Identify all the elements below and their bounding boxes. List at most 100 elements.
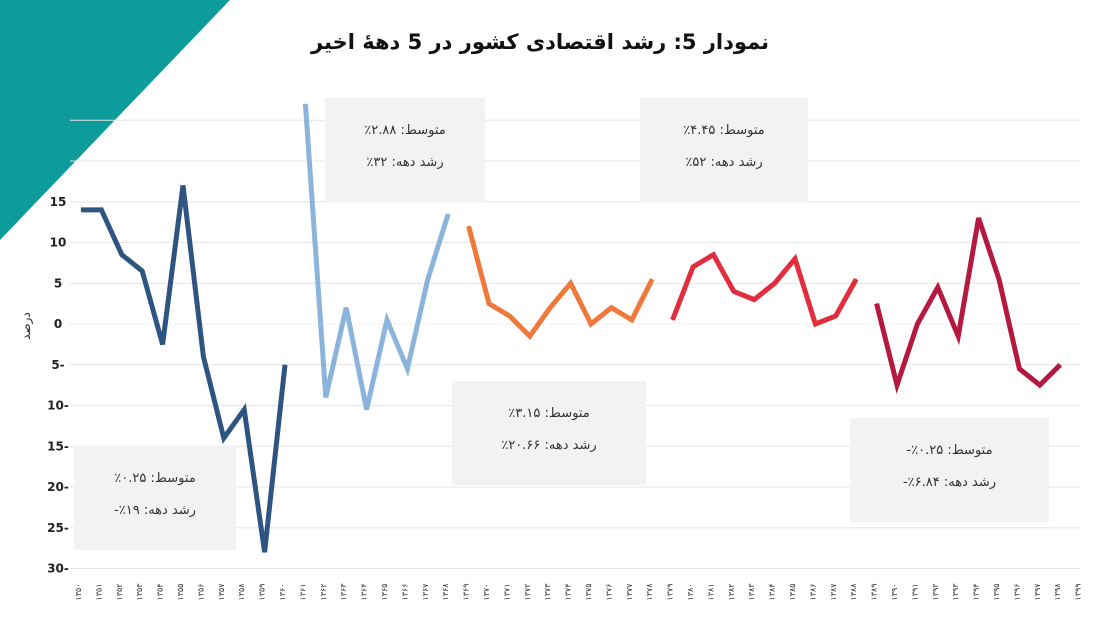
data-point [753, 299, 755, 301]
annotation-background [74, 446, 236, 550]
data-point [712, 254, 714, 256]
data-point [651, 278, 653, 280]
x-tick-label: ۱۳۵۱ [94, 583, 103, 600]
annotation-box: متوسط: ۳.۱۵٪ رشد دهه: ۲۰.۶۶٪ [452, 381, 646, 485]
x-tick-label: ۱۳۷۱ [502, 583, 511, 600]
x-tick-label: ۱۳۹۲ [931, 583, 940, 600]
x-tick-label: ۱۳۶۶ [400, 583, 409, 600]
x-tick-label: ۱۳۷۵ [584, 583, 593, 600]
x-tick-label: ۱۳۶۱ [298, 583, 307, 600]
x-tick-label: ۱۳۹۸ [1053, 583, 1062, 601]
data-point [876, 303, 878, 305]
data-point [855, 278, 857, 280]
data-point [794, 258, 796, 260]
annotation-average: متوسط: ۲.۸۸٪ [364, 123, 445, 138]
x-tick-label: ۱۳۶۵ [380, 583, 389, 600]
data-point [284, 364, 286, 366]
data-point [406, 368, 408, 370]
x-tick-label: ۱۳۸۵ [788, 583, 797, 600]
annotation-average: متوسط: ۰.۲۵٪- [906, 443, 992, 458]
x-tick-label: ۱۳۸۶ [808, 583, 817, 600]
x-tick-label: ۱۳۶۲ [319, 583, 328, 600]
y-axis-label: درصد [19, 312, 34, 340]
x-tick-label: ۱۳۵۲ [115, 583, 124, 600]
x-tick-label: ۱۳۷۳ [543, 583, 552, 601]
data-point [243, 409, 245, 411]
data-point [631, 319, 633, 321]
x-tick-label: ۱۳۸۳ [747, 583, 756, 601]
x-tick-label: ۱۳۹۱ [910, 583, 919, 600]
data-point [447, 213, 449, 215]
annotation-box: متوسط: ۲.۸۸٪ رشد دهه: ۳۲٪ [325, 98, 485, 202]
series-line [302, 103, 451, 411]
x-tick-label: ۱۳۹۵ [992, 583, 1001, 600]
data-point [1059, 364, 1061, 366]
annotation-decade-growth: رشد دهه: ۲۰.۶۶٪ [501, 438, 596, 453]
data-point [549, 307, 551, 309]
x-tick-label: ۱۳۵۳ [135, 583, 144, 601]
x-tick-label: ۱۳۹۴ [972, 583, 981, 600]
data-point [508, 315, 510, 317]
annotation-background [850, 418, 1049, 522]
y-tick-label: 30- [47, 562, 69, 576]
y-tick-label: 0 [54, 317, 62, 331]
x-tick-label: ۱۳۸۰ [686, 583, 695, 600]
data-point [488, 303, 490, 305]
data-point [304, 103, 306, 105]
series-line [466, 225, 655, 341]
data-point [345, 307, 347, 309]
data-point [692, 266, 694, 268]
annotation-boxes: متوسط: ۰.۲۵٪ رشد دهه: ۱۹٪- متوسط: ۲.۸۸٪ رشد… [74, 98, 1049, 550]
data-point [121, 254, 123, 256]
annotation-decade-growth: رشد دهه: ۵۲٪ [685, 155, 762, 170]
data-point [366, 409, 368, 411]
data-point [202, 356, 204, 358]
x-tick-label: ۱۳۸۱ [706, 583, 715, 600]
series-line [874, 217, 1062, 395]
x-tick-label: ۱۳۷۴ [564, 583, 573, 600]
y-tick-label: 10 [50, 236, 67, 250]
data-point [672, 319, 674, 321]
data-point [835, 315, 837, 317]
data-point [427, 278, 429, 280]
x-tick-label: ۱۳۶۷ [421, 583, 430, 601]
x-axis-ticks: ۱۳۵۰ ۱۳۵۱ ۱۳۵۲ ۱۳۵۳ ۱۳۵۴ ۱۳۵۵ ۱۳۵۶ ۱۳۵۷ ۱۳۵۸ ۱۳۵۹… [74, 583, 1083, 601]
y-tick-label: 5- [51, 358, 64, 372]
x-tick-label: ۱۳۸۲ [727, 583, 736, 600]
x-tick-label: ۱۳۷۲ [523, 583, 532, 600]
annotation-box: متوسط: ۰.۲۵٪ رشد دهه: ۱۹٪- [74, 446, 236, 550]
data-point [325, 396, 327, 398]
y-tick-label: 15- [47, 439, 69, 453]
x-tick-label: ۱۳۸۹ [870, 583, 879, 600]
y-tick-label: 25- [47, 521, 69, 535]
chart-title: نمودار 5: رشد اقتصادی کشور در 5 دهۀ اخیر [310, 30, 769, 54]
x-tick-label: ۱۳۵۴ [156, 583, 165, 600]
data-point [733, 290, 735, 292]
x-tick-label: ۱۳۷۷ [625, 583, 634, 601]
data-point [957, 335, 959, 337]
data-point [529, 335, 531, 337]
data-point [916, 323, 918, 325]
data-point [590, 323, 592, 325]
x-tick-label: ۱۳۵۶ [196, 583, 205, 600]
x-tick-label: ۱۳۹۳ [951, 583, 960, 601]
x-tick-label: ۱۳۸۴ [768, 583, 777, 600]
data-point [386, 319, 388, 321]
y-tick-label: 10- [47, 399, 69, 413]
data-point [774, 282, 776, 284]
series-line [670, 251, 859, 328]
annotation-average: متوسط: ۳.۱۵٪ [508, 406, 589, 421]
data-point [80, 209, 82, 211]
x-tick-label: ۱۳۹۷ [1033, 583, 1042, 601]
x-tick-label: ۱۳۵۸ [237, 583, 246, 601]
y-tick-label: 20- [47, 480, 69, 494]
data-point [223, 437, 225, 439]
annotation-background [640, 98, 808, 202]
data-point [570, 282, 572, 284]
annotation-box: متوسط: ۴.۴۵٪ رشد دهه: ۵۲٪ [640, 98, 808, 202]
series-lines [80, 103, 1062, 553]
x-tick-label: ۱۳۶۹ [462, 583, 471, 600]
x-tick-label: ۱۳۹۰ [890, 583, 899, 600]
x-tick-label: ۱۳۹۹ [1074, 583, 1083, 600]
x-tick-label: ۱۳۷۰ [482, 583, 491, 600]
